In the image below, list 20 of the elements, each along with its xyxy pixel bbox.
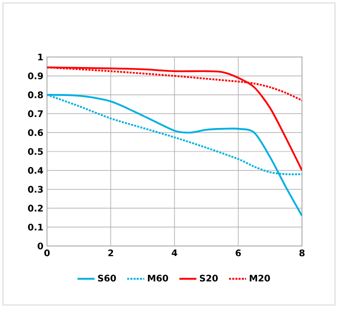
x-tick-label: 6 xyxy=(236,250,241,256)
legend-label: M60 xyxy=(148,274,168,282)
x-tick-label: 4 xyxy=(172,250,178,256)
y-tick-label: 0.1 xyxy=(28,224,43,230)
y-tick-label: 0 xyxy=(38,242,44,250)
y-tick-label: 0.4 xyxy=(28,167,44,174)
y-tick-label: 1 xyxy=(38,54,43,60)
y-tick-label: 0.6 xyxy=(28,129,44,136)
x-tick-label: 0 xyxy=(44,250,50,256)
x-tick-label: 8 xyxy=(299,250,305,256)
y-tick-label: 0.3 xyxy=(28,186,43,193)
x-tick-label: 2 xyxy=(108,250,114,256)
y-tick-label: 0.5 xyxy=(28,148,43,155)
y-tick-label: 0.8 xyxy=(28,91,43,98)
y-tick-label: 0.7 xyxy=(28,110,43,118)
legend-label: S20 xyxy=(200,274,218,282)
y-tick-label: 0.2 xyxy=(28,204,43,212)
legend-label: M20 xyxy=(250,274,270,282)
legend-label: S60 xyxy=(98,274,116,282)
y-tick-label: 0.9 xyxy=(28,72,43,80)
